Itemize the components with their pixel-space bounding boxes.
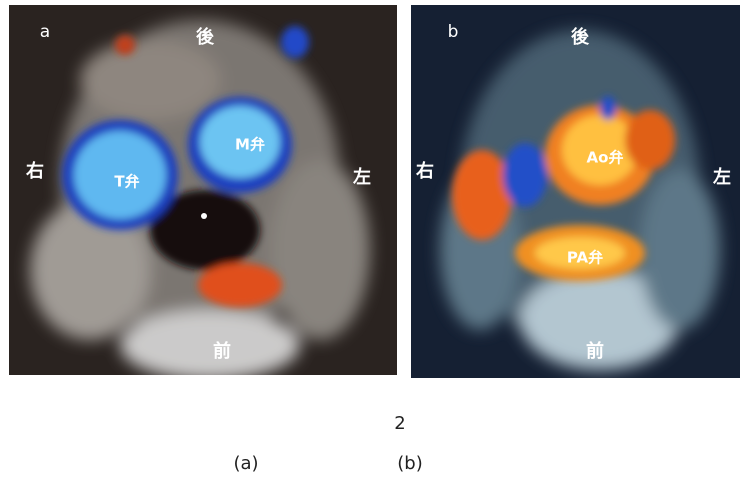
direction-label: 左 bbox=[353, 166, 371, 188]
panel-a-image bbox=[9, 5, 397, 380]
direction-label: 右 bbox=[26, 160, 44, 182]
figure: a 後 右 左 前 T弁 M弁 b 後 右 左 前 Ao弁 PA弁 2 (a) … bbox=[0, 0, 747, 482]
valve-label: T弁 bbox=[114, 173, 139, 191]
valve-label: Ao弁 bbox=[587, 149, 624, 167]
direction-label: 右 bbox=[416, 160, 434, 182]
direction-label: 後 bbox=[196, 26, 215, 48]
direction-label: 前 bbox=[213, 340, 231, 362]
panel-letter: a bbox=[40, 22, 50, 42]
valve-label: PA弁 bbox=[567, 249, 603, 267]
caption-part: (b) bbox=[397, 453, 422, 474]
caption-part: (a) bbox=[233, 453, 258, 474]
valve-label: M弁 bbox=[235, 136, 265, 154]
panel-b-image bbox=[411, 5, 740, 378]
panel-letter: b bbox=[448, 22, 459, 42]
caption-number: 2 bbox=[394, 413, 405, 434]
page: a 後 右 左 前 T弁 M弁 b 後 右 左 前 Ao弁 PA弁 2 (a) … bbox=[0, 0, 747, 482]
direction-label: 左 bbox=[713, 166, 731, 188]
direction-label: 後 bbox=[571, 26, 590, 48]
direction-label: 前 bbox=[586, 340, 604, 362]
